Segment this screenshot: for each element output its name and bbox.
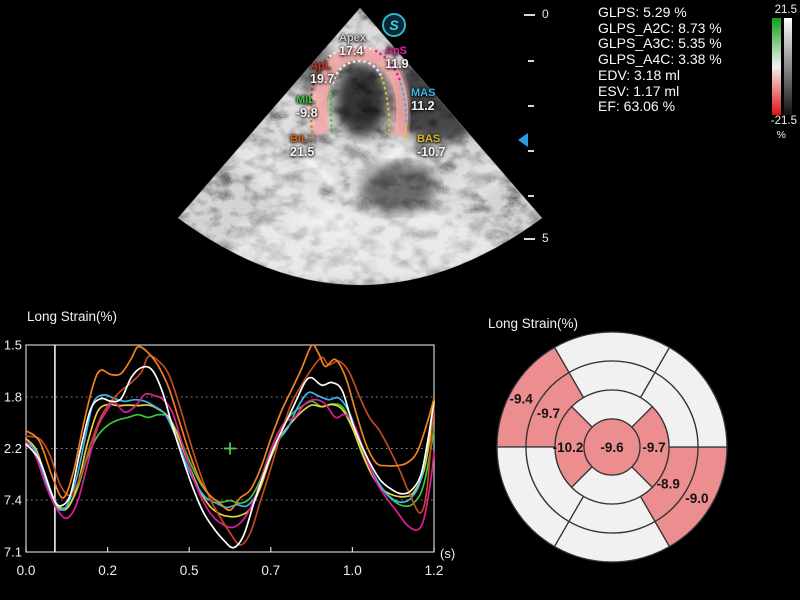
chart-title: Long Strain(%) (27, 309, 118, 324)
chart-x-tick-label: 1.0 (343, 563, 362, 578)
ruler-minor-tick (528, 195, 534, 197)
segment-name: ApS (385, 45, 407, 57)
measurement-line: GLPS_A4C: 3.38 % (598, 51, 722, 68)
roi-dots-mil (329, 81, 335, 133)
colorbar-color-scale (772, 18, 781, 115)
measurement-line: ESV: 1.17 ml (598, 82, 680, 99)
ruler-major-tick (524, 238, 535, 240)
bullseye-map: -9.4 -9.0 -9.7 -8.9 -10.2 -9.7 -9.6 (496, 331, 728, 563)
chart-x-tick-label: 1.2 (425, 563, 444, 578)
strain-curve-apl (25, 355, 435, 546)
bullseye-segment-label: -9.0 (685, 491, 708, 506)
segment-label-mil: MIL -9.8 (296, 94, 318, 119)
segment-label-bil: BIL 21.5 (290, 133, 314, 158)
segment-name: ApL (310, 60, 332, 72)
roi-dots-apex-inner (331, 59, 384, 85)
measurement-line: GLPS_A3C: 5.35 % (598, 35, 722, 52)
probe-logo: S (382, 13, 406, 37)
strain-curve-apex (25, 365, 435, 549)
colorbar-min-label: -21.5 (770, 115, 797, 127)
chart-crosshair-icon (224, 442, 236, 455)
measurement-line: EF: 63.06 % (598, 98, 676, 115)
segment-name: MIL (296, 94, 315, 106)
bullseye-title: Long Strain(%) (488, 316, 579, 331)
chart-y-tick-label: 7.4 (4, 493, 22, 508)
chart-x-tick-label: 0.7 (261, 563, 280, 578)
chart-y-tick-label: 1.8 (4, 390, 22, 405)
segment-value: 21.5 (290, 145, 315, 159)
strain-chart-panel: Long Strain(%) 1.5 1.8 2.2 7.4 7.1 0.0 0.2 0.5 0… (0, 300, 462, 600)
segment-label-aps: ApS 11.9 (385, 45, 409, 70)
sector-outline (177, 7, 543, 286)
segment-name: Apex (339, 32, 366, 44)
measurement-line: GLPS_A2C: 8.73 % (598, 19, 722, 36)
segment-label-apex: Apex 17.4 (339, 32, 366, 57)
segment-name: BAS (417, 133, 441, 145)
bullseye-segment-label: -9.7 (642, 440, 665, 455)
roi-dots-bas-inner (380, 76, 391, 135)
roi-overlay (309, 44, 412, 143)
segment-label-apl: ApL 19.7 (310, 60, 334, 85)
ruler-major-tick (524, 14, 535, 16)
colorbar-max-label: 21.5 (774, 4, 797, 16)
segment-name: BIL (290, 133, 308, 145)
strain-curve-mil (25, 400, 435, 510)
colorbar-unit-label: % (776, 129, 786, 141)
segment-value: -10.7 (417, 145, 446, 159)
measurements-panel: GLPS: 5.29 % GLPS_A2C: 8.73 % GLPS_A3C: 5.… (598, 4, 722, 115)
bullseye-panel: Long Strain(%) -9.4 -9.0 -9.7 -8.9 -10.2 -9.7… (470, 308, 800, 600)
probe-logo-letter: S (389, 17, 399, 33)
bullseye-center-value: -9.6 (600, 440, 624, 455)
segment-value: 11.2 (411, 99, 435, 113)
chart-y-tick-label: 2.2 (4, 441, 22, 456)
chart-frame (25, 344, 435, 553)
strain-curve-bil (25, 344, 435, 512)
chart-y-tick-label: 1.5 (4, 338, 22, 353)
roi-dots-apl (309, 54, 332, 102)
echo-sector-image (177, 7, 543, 286)
colorbar-gray-scale (784, 18, 792, 115)
bullseye-segment-label: -8.9 (657, 477, 680, 492)
segment-name: MAS (411, 87, 436, 99)
ruler-minor-tick (528, 105, 534, 107)
chart-x-unit-label: (s) (440, 546, 455, 561)
bullseye-segment-label: -10.2 (553, 440, 584, 455)
strain-curve-aps (25, 392, 435, 531)
measurement-line: GLPS: 5.29 % (598, 4, 687, 20)
roi-dots-aps (374, 49, 403, 86)
segment-label-mas: MAS 11.2 (411, 87, 435, 112)
depth-label-5: 5 (542, 231, 549, 245)
bullseye-segment-label: -9.4 (509, 392, 533, 407)
segment-value: 19.7 (310, 72, 335, 86)
roi-dots-mas (399, 82, 408, 128)
colorbar-scales (772, 18, 792, 115)
bullseye-center-segment (583, 418, 641, 476)
segment-value: -9.8 (296, 106, 318, 120)
ruler-minor-tick (528, 150, 534, 152)
segment-value: 17.4 (339, 44, 364, 58)
ruler-minor-tick (528, 60, 534, 62)
chart-y-tick-label: 7.1 (4, 545, 22, 560)
chart-x-tick-label: 0.5 (180, 563, 199, 578)
focus-marker-icon[interactable] (518, 133, 528, 147)
strain-chart: 1.5 1.8 2.2 7.4 7.1 0.0 0.2 0.5 0.7 1.0 1.2 (s) (4, 338, 455, 579)
measurement-line: EDV: 3.18 ml (598, 66, 680, 83)
echo-view: S Apex 17.4 ApS 11.9 ApL 19.7 MAS 11.2 MIL -9.8 BI… (140, 0, 580, 300)
segment-value: 11.9 (385, 57, 409, 71)
chart-x-tick-label: 0.2 (98, 563, 117, 578)
segment-label-bas: BAS -10.7 (417, 133, 446, 158)
chart-x-tick-label: 0.0 (17, 563, 36, 578)
depth-label-0: 0 (542, 7, 549, 21)
bullseye-segment-label: -9.7 (537, 406, 560, 421)
